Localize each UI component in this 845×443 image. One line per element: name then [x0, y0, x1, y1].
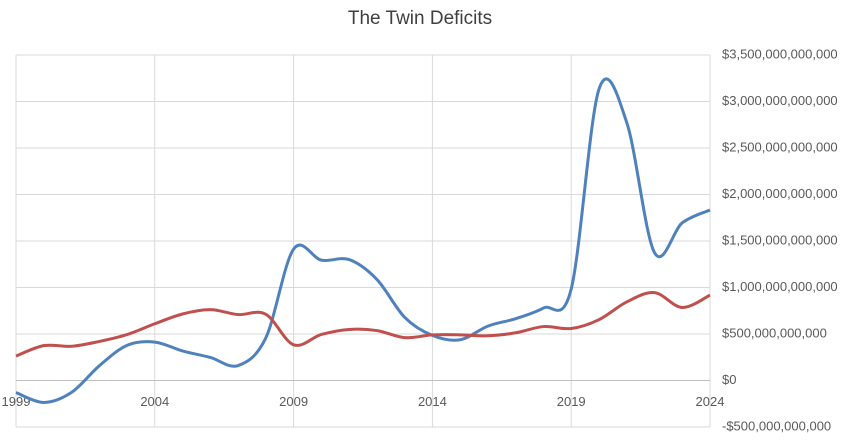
x-tick-label: 2024 [696, 394, 725, 409]
chart-title: The Twin Deficits [348, 8, 492, 29]
x-tick-label: 2014 [418, 394, 447, 409]
y-tick-label: -$500,000,000,000 [722, 418, 831, 433]
y-tick-label: $3,500,000,000,000 [722, 46, 838, 61]
x-tick-label: 1999 [2, 394, 31, 409]
y-tick-label: $0 [722, 372, 736, 387]
line-series [15, 77, 711, 404]
y-tick-label: $2,000,000,000,000 [722, 186, 838, 201]
line-series [15, 291, 711, 358]
y-tick-label: $2,500,000,000,000 [722, 139, 838, 154]
y-tick-label: $1,000,000,000,000 [722, 279, 838, 294]
x-tick-label: 2009 [279, 394, 308, 409]
y-tick-label: $3,000,000,000,000 [722, 93, 838, 108]
x-tick-label: 2019 [557, 394, 586, 409]
y-tick-label: $500,000,000,000 [722, 325, 827, 340]
y-tick-label: $1,500,000,000,000 [722, 232, 838, 247]
x-tick-label: 2004 [140, 394, 169, 409]
